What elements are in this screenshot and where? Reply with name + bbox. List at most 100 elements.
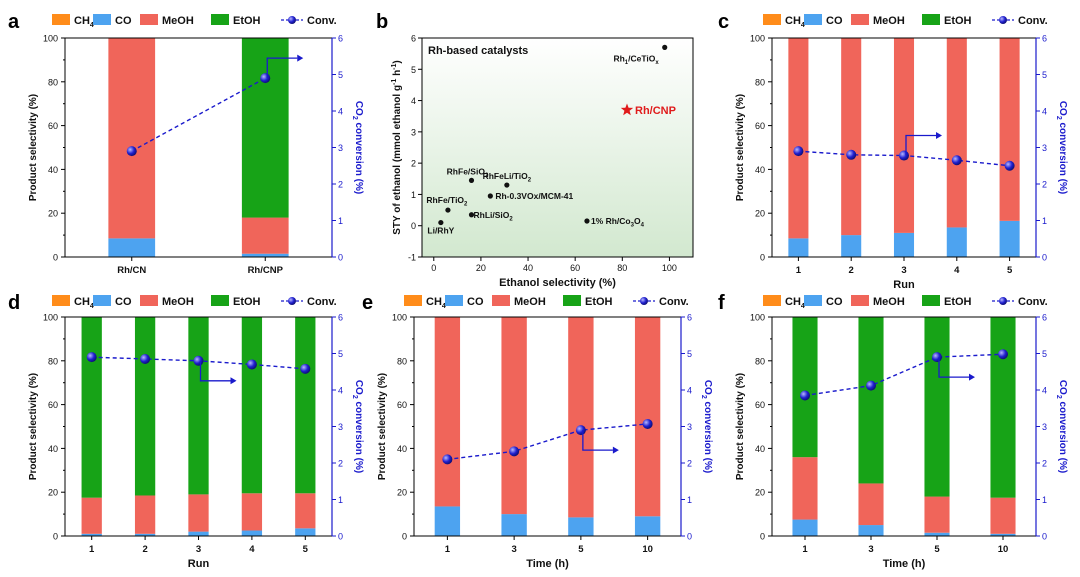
y2-title-tail: conversion (%) xyxy=(1057,399,1068,473)
legend-label-ch4: CH4 xyxy=(426,296,446,310)
legend-label-co: CO xyxy=(115,15,132,27)
y-tick-label: 80 xyxy=(755,77,765,87)
bar-co-3 xyxy=(568,517,594,536)
x-tick-label: 5 xyxy=(578,544,584,555)
legend-label-etoh: EtOH xyxy=(944,296,972,308)
y2-title-sub: 2 xyxy=(700,395,707,399)
bar-co-1 xyxy=(81,533,102,536)
legend-label-sub: 4 xyxy=(801,22,805,29)
legend-label-conv: Conv. xyxy=(1018,296,1048,308)
legend-swatch-co xyxy=(804,14,822,25)
conversion-point-3 xyxy=(193,355,204,366)
legend-swatch-meoh xyxy=(851,14,869,25)
y2-title-main: CO xyxy=(353,101,364,116)
y-tick-label: 3 xyxy=(411,127,416,137)
panel-letter: e xyxy=(362,292,373,314)
scatter-point xyxy=(487,193,493,199)
y2-tick-label: 5 xyxy=(687,349,692,359)
x-tick-label: 3 xyxy=(868,544,873,555)
y-axis-title: Product selectivity (%) xyxy=(735,373,746,480)
x-tick-label: Rh/CN xyxy=(117,265,146,276)
scatter-point xyxy=(504,182,510,188)
bar-co-5 xyxy=(295,528,316,536)
y2-title-sub: 2 xyxy=(351,116,358,120)
x-tick-label: 2 xyxy=(849,265,854,276)
y-tick-label: 40 xyxy=(48,444,58,454)
conversion-point-4 xyxy=(951,155,962,166)
legend-swatch-ch4 xyxy=(52,295,70,306)
y2-title-tail: conversion (%) xyxy=(353,399,364,473)
legend-swatch-etoh xyxy=(922,14,940,25)
panel-e: 0 20 40 60 80 100 0 1 2 3 4 5 6 1 3 5 10 Time (h) Product … xyxy=(362,292,713,570)
y-tick-label: 60 xyxy=(48,121,58,131)
y2-tick-label: 5 xyxy=(1042,70,1047,80)
legend-label-conv: Conv. xyxy=(659,296,689,308)
legend-label-etoh: EtOH xyxy=(233,15,261,27)
legend-conv-marker xyxy=(288,16,296,24)
legend-label-etoh: EtOH xyxy=(585,296,613,308)
bar-meoh-3 xyxy=(893,38,915,233)
y-axis-title: Product selectivity (%) xyxy=(735,94,746,201)
conversion-point-2 xyxy=(140,353,151,364)
scatter-label: RhFeLi/TiO2 xyxy=(483,171,532,184)
y2-axis-title: CO2 conversion (%) xyxy=(351,380,364,473)
y-tick-label: 5 xyxy=(411,65,416,75)
y-tick-label: 20 xyxy=(48,209,58,219)
legend-swatch-ch4 xyxy=(763,295,781,306)
legend-swatch-ch4 xyxy=(404,295,422,306)
y2-tick-label: 1 xyxy=(338,216,343,226)
bar-etoh-1 xyxy=(792,317,818,458)
y-axis-title: STY of ethanol (mmol ethanol g-1 h-1) xyxy=(391,60,403,235)
bar-meoh-4 xyxy=(990,497,1016,534)
conversion-arrow xyxy=(199,360,231,382)
conversion-arrow xyxy=(905,134,936,156)
conversion-arrow-head xyxy=(297,54,304,62)
conversion-arrow xyxy=(582,430,613,451)
y2-axis-title: CO2 conversion (%) xyxy=(1055,380,1068,473)
conversion-point-5 xyxy=(300,363,311,374)
bar-co-3 xyxy=(924,532,950,536)
conversion-point-1 xyxy=(800,390,810,401)
scatter-label: Rh-0.3VOx/MCM-41 xyxy=(495,191,573,201)
legend-swatch-meoh xyxy=(851,295,869,306)
y2-tick-label: 0 xyxy=(338,253,343,263)
legend-label-meoh: MeOH xyxy=(162,296,194,308)
legend-label-main: CH xyxy=(785,296,801,308)
legend-label-main: CO xyxy=(826,15,843,27)
bar-co-3 xyxy=(893,232,915,257)
y2-tick-label: 4 xyxy=(1042,386,1047,396)
legend-swatch-co xyxy=(93,14,111,25)
x-axis-title: Time (h) xyxy=(526,558,569,570)
x-tick-label: 10 xyxy=(998,544,1009,555)
y2-tick-label: 3 xyxy=(338,143,343,153)
legend-swatch-meoh xyxy=(492,295,510,306)
y-tick-label: 60 xyxy=(397,400,407,410)
panel-c: 0 20 40 60 80 100 0 1 2 3 4 5 6 1 2 3 4 5 Run Product selec… xyxy=(718,11,1068,291)
legend-swatch-meoh xyxy=(140,14,158,25)
bar-etoh-1 xyxy=(81,317,102,498)
scatter-label: Rh1/CeTiOx xyxy=(613,53,659,65)
y-title-main: STY of ethanol (mmol ethanol g xyxy=(392,85,403,235)
bar-co-2 xyxy=(841,235,862,257)
y2-tick-label: 2 xyxy=(687,459,692,469)
y-tick-label: 20 xyxy=(755,488,765,498)
conversion-point-1 xyxy=(793,146,804,157)
y2-tick-label: 3 xyxy=(687,422,692,432)
y-tick-label: 60 xyxy=(755,400,765,410)
x-tick-label: 10 xyxy=(642,544,653,555)
y2-tick-label: 2 xyxy=(1042,180,1047,190)
x-tick-label: 80 xyxy=(617,263,627,273)
x-tick-label: 100 xyxy=(662,263,677,273)
conversion-arrow xyxy=(266,57,298,79)
y2-title-tail: conversion (%) xyxy=(702,399,713,473)
conversion-point-2 xyxy=(846,149,857,160)
legend-label-main: CH xyxy=(74,15,90,27)
x-axis-title: Ethanol selectivity (%) xyxy=(499,277,616,289)
legend-label-conv: Conv. xyxy=(1018,15,1048,27)
legend-label-main: EtOH xyxy=(233,296,261,308)
y2-tick-label: 6 xyxy=(1042,313,1047,323)
panel-d: 0 20 40 60 80 100 0 1 2 3 4 5 6 1 2 3 4 5 Run Product selec… xyxy=(8,292,364,570)
bar-co-4 xyxy=(634,516,661,536)
legend-label-co: CO xyxy=(115,296,132,308)
